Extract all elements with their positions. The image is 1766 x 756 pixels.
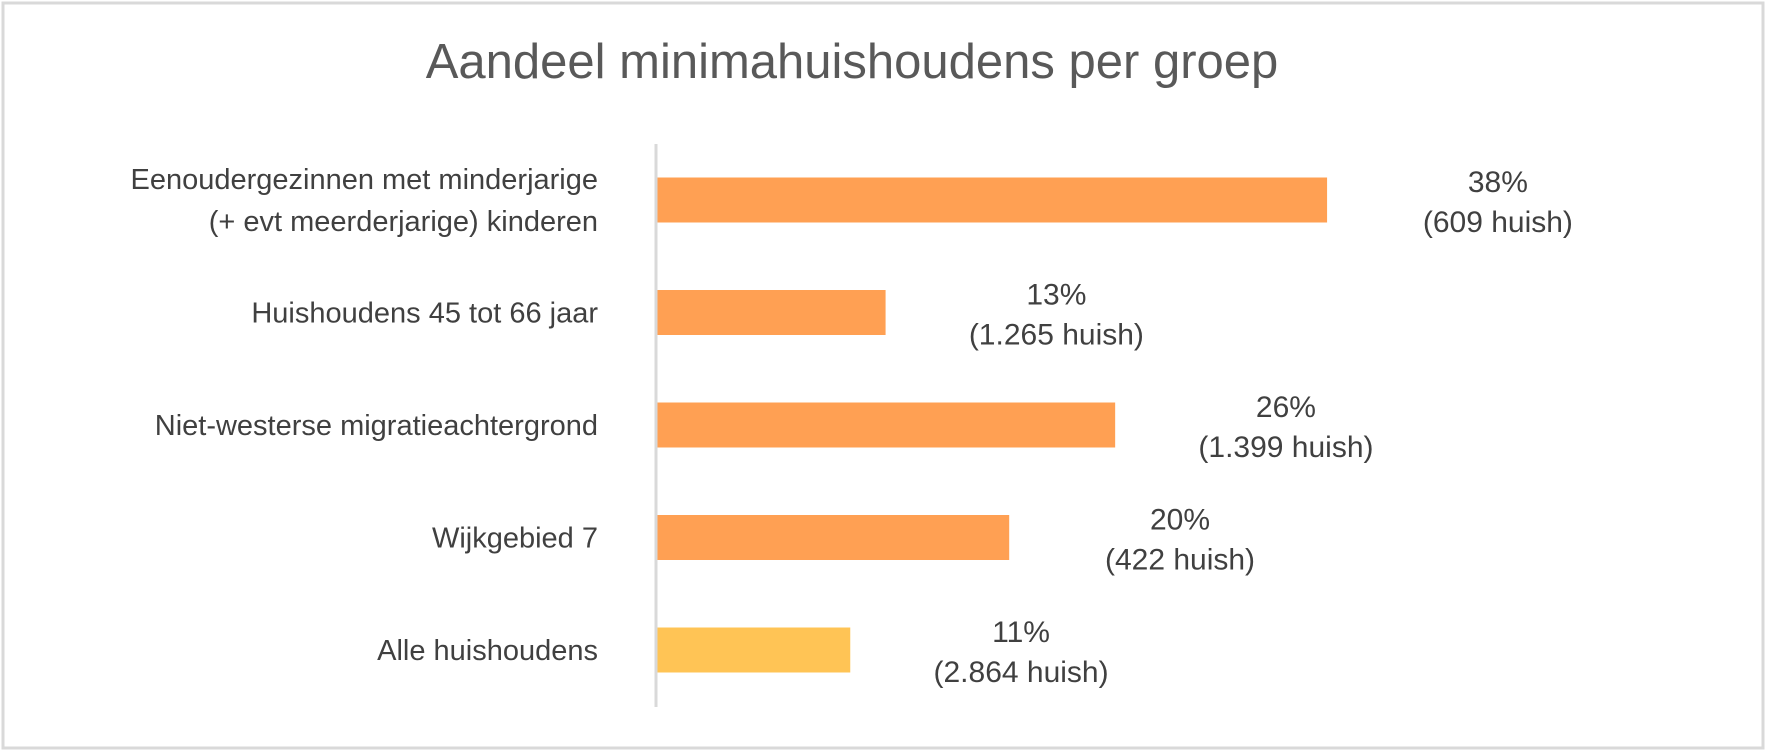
data-label: (2.864 huish): [934, 656, 1109, 689]
category-label: Huishoudens 45 tot 66 jaar: [251, 298, 598, 330]
data-label: (1.265 huish): [969, 319, 1144, 352]
bars: [656, 177, 1328, 673]
chart-title: Aandeel minimahuishoudens per groep: [426, 35, 1279, 89]
category-label: Eenoudergezinnen met minderjarige: [130, 164, 598, 196]
data-label: 20%: [1150, 504, 1210, 537]
category-labels: Eenoudergezinnen met minderjarige (+ evt …: [130, 164, 598, 667]
data-label: (609 huish): [1423, 206, 1573, 239]
data-label: (422 huish): [1105, 544, 1255, 577]
bar: [656, 627, 851, 673]
data-label: (1.399 huish): [1198, 431, 1373, 464]
data-labels: 38% (609 huish) 13% (1.265 huish) 26% (1.399 …: [934, 166, 1573, 689]
category-label: Wijkgebied 7: [432, 523, 598, 555]
data-label: 11%: [992, 616, 1050, 649]
data-label: 26%: [1256, 391, 1316, 424]
data-label: 38%: [1468, 166, 1528, 199]
bar: [656, 515, 1010, 560]
data-label: 13%: [1026, 279, 1086, 312]
bar: [656, 290, 886, 335]
category-label: (+ evt meerderjarige) kinderen: [209, 206, 598, 238]
bar: [656, 402, 1116, 448]
category-label: Niet-westerse migratieachtergrond: [155, 410, 598, 442]
category-label: Alle huishoudens: [377, 635, 598, 667]
bar: [656, 177, 1328, 223]
